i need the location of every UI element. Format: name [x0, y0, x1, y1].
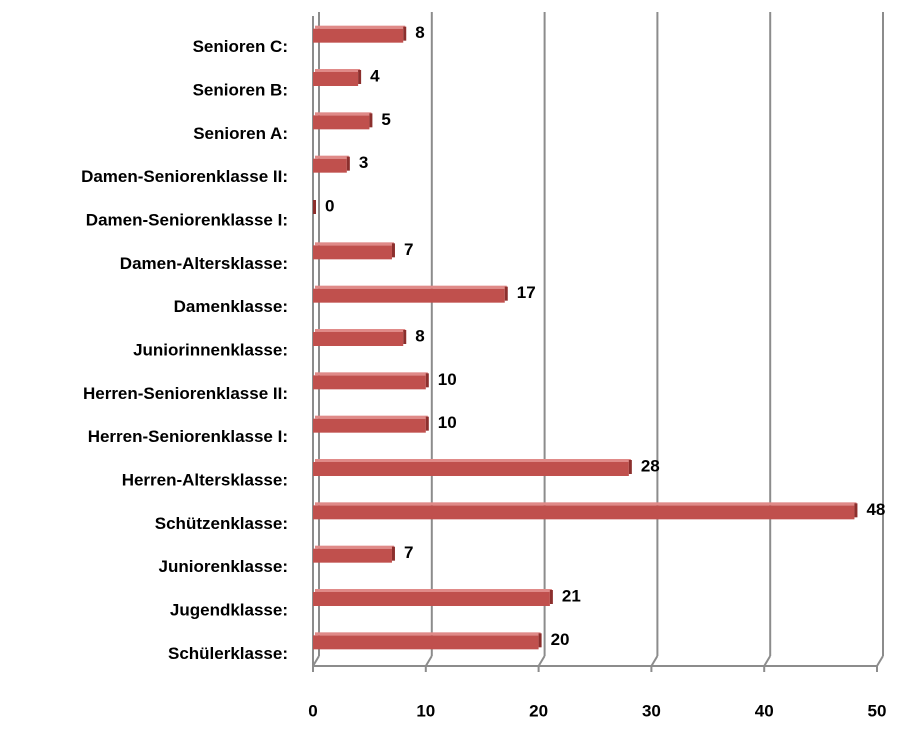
y-tick-label: Herren-Seniorenklasse II: [83, 384, 288, 403]
y-tick-label: Senioren A: [193, 124, 288, 143]
grid-floor [650, 655, 659, 667]
data-label: 17 [517, 283, 536, 302]
y-tick-label: Jugendklasse: [170, 600, 288, 619]
bar-end [538, 633, 542, 648]
y-tick-label: Damen-Seniorenklasse II: [81, 167, 288, 186]
data-label: 20 [551, 630, 570, 649]
bar [313, 462, 629, 476]
bar-top [315, 285, 507, 289]
data-label: 28 [641, 456, 660, 475]
bar-top [315, 112, 372, 116]
bar-top [315, 372, 428, 376]
y-tick-label: Senioren B: [193, 80, 288, 99]
bar-end [358, 70, 362, 84]
bar [313, 592, 550, 606]
bar-top [315, 242, 394, 246]
y-tick-label: Herren-Altersklasse: [122, 470, 288, 489]
x-tick-label: 0 [308, 701, 317, 720]
bar-end [504, 286, 508, 301]
x-tick-label: 20 [529, 701, 548, 720]
bar-end [403, 330, 407, 344]
bar-end [369, 113, 373, 128]
bar-end [403, 26, 407, 41]
bar-end [391, 546, 395, 561]
data-label: 3 [359, 153, 368, 172]
y-tick-label: Schülerklasse: [168, 644, 288, 663]
bar [313, 28, 404, 43]
x-tick-label: 10 [416, 701, 435, 720]
bar [313, 288, 505, 303]
grid-floor [876, 655, 884, 667]
data-label: 48 [866, 500, 885, 519]
grid-floor [763, 655, 772, 667]
y-tick-label: Herren-Seniorenklasse I: [88, 427, 288, 446]
bar-end [313, 200, 316, 214]
grid-floor [537, 655, 546, 667]
x-tick-label: 40 [755, 701, 774, 720]
data-label: 8 [415, 23, 424, 42]
bar-end [549, 590, 553, 604]
bar [313, 115, 370, 130]
bar [313, 418, 426, 433]
bar-top [315, 459, 631, 462]
data-label: 21 [562, 586, 581, 605]
y-tick-label: Juniorenklasse: [159, 557, 288, 576]
bar [313, 332, 404, 346]
data-label: 5 [381, 110, 390, 129]
data-label: 8 [415, 326, 424, 345]
y-tick-label: Damen-Altersklasse: [120, 254, 288, 273]
bar-end [346, 156, 350, 171]
bar [313, 635, 539, 650]
bar-top [315, 502, 857, 506]
bar-end [425, 416, 429, 431]
bar [313, 505, 855, 520]
bar-top [315, 329, 406, 332]
bar [313, 72, 359, 86]
data-label: 7 [404, 543, 413, 562]
bar-end [425, 373, 429, 388]
y-tick-label: Damen-Seniorenklasse I: [86, 210, 288, 229]
x-tick-label: 30 [642, 701, 661, 720]
bar [313, 375, 426, 390]
bar-top [315, 155, 349, 159]
bar [313, 548, 392, 563]
bar-top [315, 632, 541, 636]
bar-top [315, 415, 428, 419]
data-label: 10 [438, 413, 457, 432]
bar [313, 245, 392, 260]
grid-floor [424, 655, 433, 667]
bar-top [315, 25, 406, 29]
y-tick-label: Damenklasse: [174, 297, 288, 316]
x-tick-label: 50 [868, 701, 887, 720]
bar-top [315, 589, 552, 592]
bar-end [854, 503, 858, 518]
data-label: 0 [325, 196, 334, 215]
bar-end [391, 243, 395, 258]
y-tick-label: Juniorinnenklasse: [133, 340, 288, 359]
data-label: 4 [370, 66, 380, 85]
bar-top [315, 69, 361, 72]
bar-top [315, 545, 394, 549]
bar-end [628, 460, 632, 474]
y-tick-label: Schützenklasse: [155, 514, 288, 533]
data-label: 10 [438, 370, 457, 389]
y-tick-label: Senioren C: [193, 37, 288, 56]
bar [313, 158, 347, 173]
data-label: 7 [404, 240, 413, 259]
